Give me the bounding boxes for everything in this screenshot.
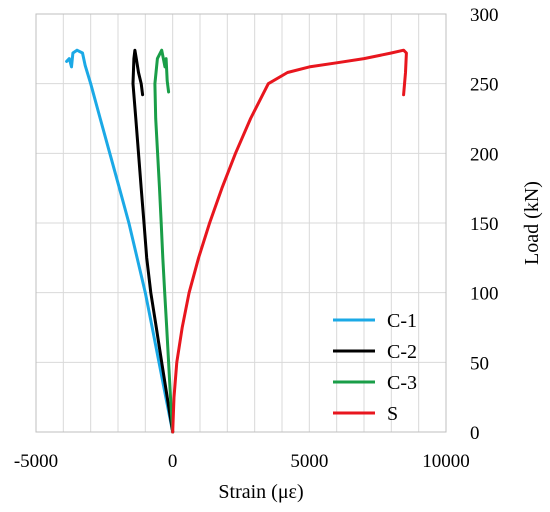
y-tick-labels: 0 50 100 150 200 250 300 [470,5,499,444]
y-tick-label: 150 [470,214,499,235]
legend-label-s: S [387,403,398,425]
plot-frame [35,13,447,433]
x-tick-label: -5000 [14,451,58,472]
x-tick-label: 0 [168,451,178,472]
legend-label-c-2: C-2 [387,341,417,363]
y-axis-title: Load (kN) [521,181,543,265]
legend-label-c-3: C-3 [387,372,417,394]
y-tick-label: 300 [470,5,499,26]
y-tick-label: 250 [470,75,499,96]
series-layer [65,48,408,434]
y-tick-label: 100 [470,284,499,305]
series-line-c-1 [65,48,175,434]
grid [36,14,446,432]
series-line-s [171,48,408,434]
x-tick-label: 5000 [290,451,328,472]
x-tick-label: 10000 [422,451,470,472]
series-line-c-3 [153,48,175,434]
y-tick-label: 0 [470,423,480,444]
y-tick-label: 200 [470,144,499,165]
y-tick-label: 50 [470,353,489,374]
legend: C-1 C-2 C-3 S [333,310,417,425]
x-axis-title: Strain (με) [218,481,303,503]
x-tick-labels: -5000 0 5000 10000 [14,451,470,472]
legend-label-c-1: C-1 [387,310,417,332]
series-line-c-2 [131,48,175,434]
